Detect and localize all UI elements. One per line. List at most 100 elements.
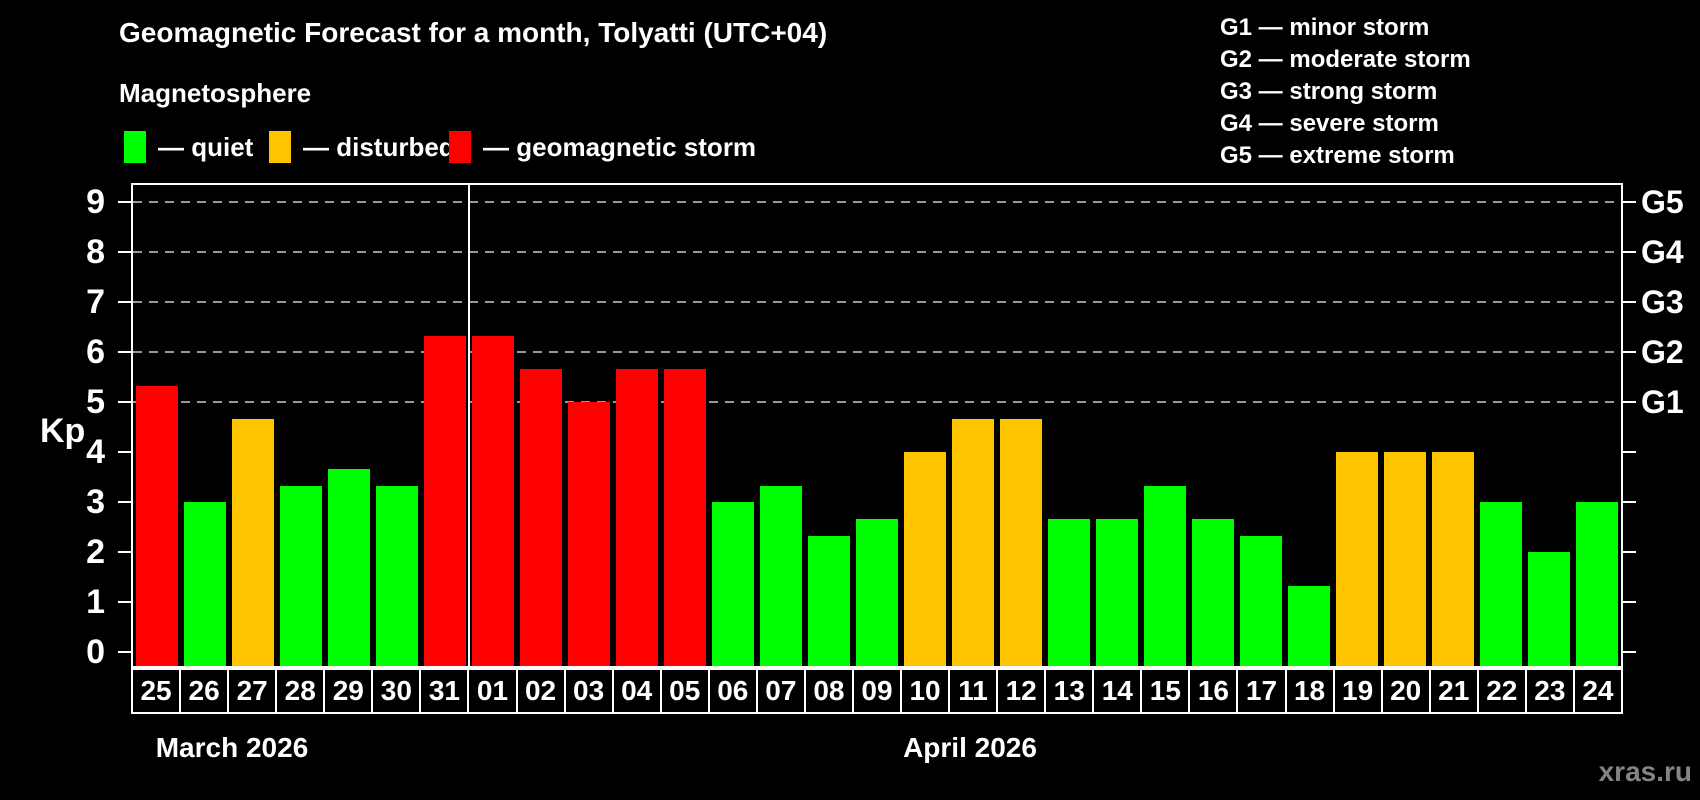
right-axis-label-g1: G1 bbox=[1641, 384, 1684, 420]
bar-day-27 bbox=[232, 418, 274, 666]
bar-day-22 bbox=[1480, 502, 1522, 666]
day-label-22: 22 bbox=[1476, 668, 1527, 714]
day-label-18: 18 bbox=[1284, 668, 1335, 714]
day-label-09: 09 bbox=[851, 668, 902, 714]
day-label-16: 16 bbox=[1188, 668, 1239, 714]
g-scale-legend: G1 — minor storm G2 — moderate storm G3 … bbox=[1220, 12, 1471, 172]
right-axis-label-g5: G5 bbox=[1641, 184, 1684, 220]
day-label-07: 07 bbox=[755, 668, 806, 714]
right-tick-6 bbox=[1623, 351, 1636, 353]
day-label-28: 28 bbox=[275, 668, 326, 714]
bar-day-30 bbox=[376, 485, 418, 666]
y-tick-label-6: 6 bbox=[86, 333, 105, 371]
y-axis-title: Kp bbox=[40, 412, 86, 450]
bar-day-21 bbox=[1432, 452, 1474, 666]
bar-day-01 bbox=[472, 335, 514, 666]
bar-day-11 bbox=[952, 418, 994, 666]
bar-day-09 bbox=[856, 518, 898, 666]
g2-legend-line: G2 — moderate storm bbox=[1220, 46, 1471, 73]
day-label-19: 19 bbox=[1332, 668, 1383, 714]
bar-day-08 bbox=[808, 535, 850, 666]
bar-day-02 bbox=[520, 368, 562, 666]
gridline-kp-5 bbox=[133, 401, 1621, 403]
gridline-kp-6 bbox=[133, 351, 1621, 353]
quiet-color-swatch bbox=[124, 131, 146, 163]
gridline-kp-7 bbox=[133, 301, 1621, 303]
legend-item-quiet: — quiet bbox=[124, 130, 253, 164]
storm-legend-label: — geomagnetic storm bbox=[483, 132, 757, 162]
right-tick-7 bbox=[1623, 301, 1636, 303]
left-tick-2 bbox=[118, 551, 131, 553]
bar-day-29 bbox=[328, 468, 370, 666]
bar-day-15 bbox=[1144, 485, 1186, 666]
right-tick-2 bbox=[1623, 551, 1636, 553]
right-tick-3 bbox=[1623, 501, 1636, 503]
bar-day-10 bbox=[904, 452, 946, 666]
bar-day-06 bbox=[712, 502, 754, 666]
right-tick-4 bbox=[1623, 451, 1636, 453]
bar-day-12 bbox=[1000, 418, 1042, 666]
day-label-17: 17 bbox=[1236, 668, 1287, 714]
left-tick-9 bbox=[118, 201, 131, 203]
gridline-kp-8 bbox=[133, 251, 1621, 253]
y-tick-label-5: 5 bbox=[86, 383, 105, 421]
day-label-30: 30 bbox=[371, 668, 422, 714]
y-tick-label-9: 9 bbox=[86, 183, 105, 221]
day-label-01: 01 bbox=[467, 668, 518, 714]
right-tick-1 bbox=[1623, 601, 1636, 603]
bar-day-24 bbox=[1576, 502, 1618, 666]
bar-day-20 bbox=[1384, 452, 1426, 666]
bar-day-03 bbox=[568, 402, 610, 666]
bar-day-18 bbox=[1288, 585, 1330, 666]
plot-area bbox=[131, 183, 1623, 668]
day-label-26: 26 bbox=[179, 668, 230, 714]
y-tick-label-1: 1 bbox=[86, 583, 105, 621]
y-tick-label-8: 8 bbox=[86, 233, 105, 271]
day-label-27: 27 bbox=[227, 668, 278, 714]
disturbed-legend-label: — disturbed bbox=[303, 132, 455, 162]
day-label-29: 29 bbox=[323, 668, 374, 714]
y-tick-label-4: 4 bbox=[86, 433, 105, 471]
x-axis-day-labels: 25 26 27 28 29 30 31 01 02 03 04 05 06 07 08 09 10 11 12 13… bbox=[131, 668, 1623, 714]
left-tick-0 bbox=[118, 651, 131, 653]
day-label-15: 15 bbox=[1140, 668, 1191, 714]
day-label-10: 10 bbox=[900, 668, 951, 714]
right-axis-label-g2: G2 bbox=[1641, 334, 1684, 370]
storm-color-swatch bbox=[449, 131, 471, 163]
day-label-14: 14 bbox=[1092, 668, 1143, 714]
left-tick-1 bbox=[118, 601, 131, 603]
magnetosphere-label: Magnetosphere bbox=[119, 78, 312, 108]
bar-day-07 bbox=[760, 485, 802, 666]
bar-day-16 bbox=[1192, 518, 1234, 666]
month-label-march: March 2026 bbox=[155, 732, 309, 763]
day-label-24: 24 bbox=[1572, 668, 1623, 714]
g5-legend-line: G5 — extreme storm bbox=[1220, 142, 1455, 169]
y-tick-label-0: 0 bbox=[86, 633, 105, 671]
watermark: xras.ru bbox=[1598, 756, 1692, 787]
day-label-21: 21 bbox=[1428, 668, 1479, 714]
right-axis-label-g3: G3 bbox=[1641, 284, 1684, 320]
day-label-02: 02 bbox=[515, 668, 566, 714]
month-label-april: April 2026 bbox=[903, 732, 1037, 763]
day-label-31: 31 bbox=[419, 668, 470, 714]
day-label-23: 23 bbox=[1524, 668, 1575, 714]
right-tick-0 bbox=[1623, 651, 1636, 653]
bar-day-19 bbox=[1336, 452, 1378, 666]
day-label-05: 05 bbox=[659, 668, 710, 714]
bar-day-23 bbox=[1528, 552, 1570, 666]
g4-legend-line: G4 — severe storm bbox=[1220, 110, 1439, 137]
left-tick-5 bbox=[118, 401, 131, 403]
y-tick-label-2: 2 bbox=[86, 533, 105, 571]
chart-title: Geomagnetic Forecast for a month, Tolyat… bbox=[119, 17, 828, 48]
gridline-kp-9 bbox=[133, 201, 1621, 203]
right-tick-8 bbox=[1623, 251, 1636, 253]
quiet-legend-label: — quiet bbox=[158, 132, 254, 162]
day-label-25: 25 bbox=[131, 668, 182, 714]
day-label-04: 04 bbox=[611, 668, 662, 714]
left-tick-4 bbox=[118, 451, 131, 453]
bar-day-28 bbox=[280, 485, 322, 666]
bar-day-14 bbox=[1096, 518, 1138, 666]
disturbed-color-swatch bbox=[269, 131, 291, 163]
left-tick-7 bbox=[118, 301, 131, 303]
bar-day-26 bbox=[184, 502, 226, 666]
